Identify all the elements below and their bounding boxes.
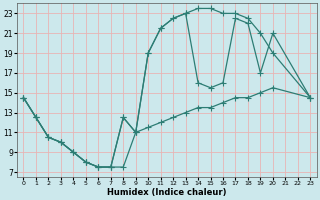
X-axis label: Humidex (Indice chaleur): Humidex (Indice chaleur) [107, 188, 227, 197]
